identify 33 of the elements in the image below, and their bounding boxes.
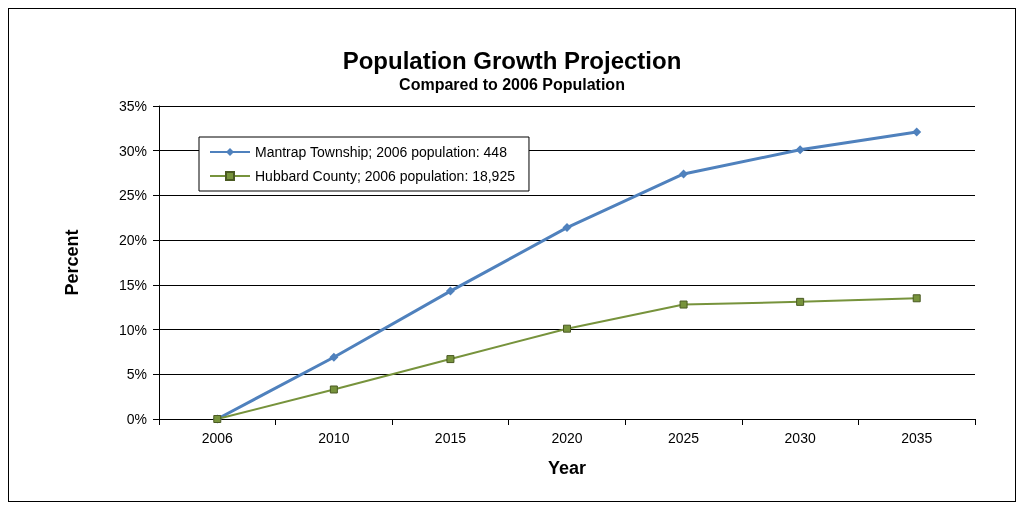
x-tick-label: 2006 bbox=[201, 430, 234, 446]
y-tick-label: 0% bbox=[126, 411, 147, 427]
chart-title: Population Growth Projection bbox=[342, 46, 682, 74]
point bbox=[679, 300, 688, 309]
y-tick-label: 30% bbox=[118, 142, 147, 159]
point bbox=[912, 294, 921, 303]
x-tick-label: 2015 bbox=[434, 430, 467, 446]
legend-label: Mantrap Township; 2006 population: 448 bbox=[255, 144, 508, 160]
point bbox=[563, 324, 571, 333]
x-tick-label: 2010 bbox=[318, 430, 350, 446]
point bbox=[796, 297, 805, 306]
x-tick-label: 2020 bbox=[551, 430, 583, 446]
point bbox=[445, 286, 455, 296]
point bbox=[679, 169, 689, 179]
y-tick-label: 10% bbox=[118, 321, 147, 338]
point bbox=[446, 355, 455, 364]
point bbox=[795, 145, 805, 155]
x-axis-title: Year bbox=[547, 458, 587, 478]
point bbox=[562, 223, 572, 233]
x-tick-label: 2025 bbox=[667, 430, 700, 446]
y-tick-label: 20% bbox=[118, 232, 147, 249]
y-tick-label: 15% bbox=[118, 276, 147, 293]
point bbox=[912, 127, 922, 137]
x-tick-label: 2035 bbox=[901, 430, 933, 446]
y-axis-title: Percent bbox=[62, 229, 82, 296]
legend-label: Hubbard County; 2006 population: 18,925 bbox=[255, 168, 516, 184]
y-tick-label: 35% bbox=[118, 98, 147, 114]
point bbox=[329, 385, 338, 394]
point bbox=[329, 352, 339, 362]
chart-subtitle: Compared to 2006 Population bbox=[399, 75, 625, 93]
x-tick-label: 2030 bbox=[784, 430, 816, 446]
y-tick-label: 5% bbox=[126, 366, 147, 383]
y-tick-label: 25% bbox=[118, 187, 147, 204]
